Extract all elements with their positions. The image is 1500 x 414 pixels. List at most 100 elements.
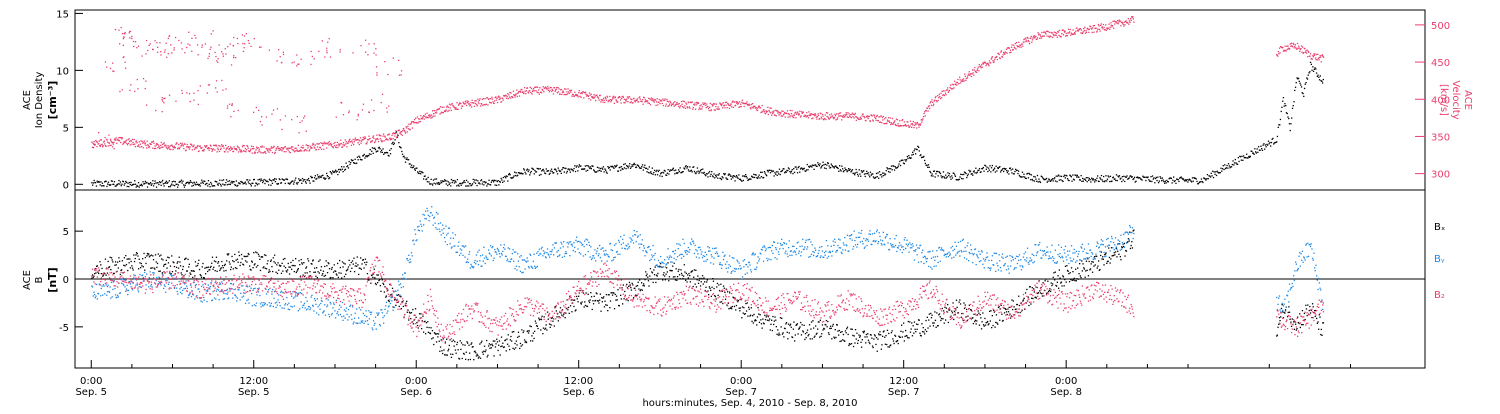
density-point-0 [565, 168, 566, 169]
density-point-0 [434, 179, 435, 180]
field-point-0 [769, 318, 770, 319]
velocity-point-0 [241, 151, 242, 152]
velocity-point-0 [727, 107, 728, 108]
field-point-0 [389, 301, 390, 302]
velocity-point-0 [135, 146, 136, 147]
velocity-point-0 [483, 98, 484, 99]
density-point-0 [1268, 141, 1269, 142]
density-point-0 [440, 182, 441, 183]
field-point-0 [255, 251, 256, 252]
field-point-0 [349, 264, 350, 265]
velocity-point-0 [1282, 47, 1283, 48]
velocity-point-0 [912, 124, 913, 125]
density-point-0 [824, 167, 825, 168]
field-point-0 [337, 263, 338, 264]
density-point-0 [841, 166, 842, 167]
density-point-0 [1228, 163, 1229, 164]
velocity-point-0 [953, 87, 954, 88]
velocity-point-0 [714, 103, 715, 104]
field-point-0 [654, 274, 655, 275]
field-point-0 [121, 269, 122, 270]
velocity-point-0 [591, 94, 592, 95]
field-point-0 [634, 288, 635, 289]
velocity-point-0 [884, 118, 885, 119]
field-point-0 [428, 332, 429, 333]
field-point-0 [202, 263, 203, 264]
velocity-point-0 [140, 144, 141, 145]
field-point-0 [531, 335, 532, 336]
velocity-point-0 [790, 115, 791, 116]
density-point-0 [432, 184, 433, 185]
density-point-0 [1099, 177, 1100, 178]
velocity-point-0 [966, 78, 967, 79]
density-point-0 [1038, 181, 1039, 182]
field-point-0 [189, 264, 190, 265]
density-point-0 [93, 182, 94, 183]
velocity-point-0 [110, 145, 111, 146]
density-point-0 [564, 171, 565, 172]
velocity-scatter-point [398, 60, 399, 61]
density-point-0 [543, 169, 544, 170]
field-point-0 [534, 331, 535, 332]
field-point-0 [514, 343, 515, 344]
velocity-point-0 [872, 115, 873, 116]
velocity-point-0 [1022, 43, 1023, 44]
velocity-scatter-point [191, 51, 192, 52]
field-point-0 [548, 319, 549, 320]
field-point-0 [242, 258, 243, 259]
velocity-point-0 [894, 121, 895, 122]
velocity-point-0 [104, 143, 105, 144]
field-point-0 [772, 330, 773, 331]
density-point-0 [1284, 103, 1285, 104]
velocity-point-0 [1037, 37, 1038, 38]
velocity-point-0 [824, 118, 825, 119]
density-point-0 [986, 167, 987, 168]
density-point-0 [1294, 90, 1295, 91]
density-point-0 [1262, 150, 1263, 151]
velocity-point-0 [1010, 52, 1011, 53]
field-point-0 [804, 325, 805, 326]
field-point-0 [729, 292, 730, 293]
density-point-0 [371, 151, 372, 152]
velocity-point-0 [1029, 43, 1030, 44]
density-point-0 [121, 184, 122, 185]
velocity-point-0 [967, 75, 968, 76]
velocity-point-0 [1113, 28, 1114, 29]
velocity-scatter-point [108, 135, 109, 136]
field-point-0 [100, 264, 101, 265]
field-point-0 [332, 267, 333, 268]
velocity-scatter-point [336, 117, 337, 118]
field-point-0 [676, 268, 677, 269]
velocity-scatter-point [259, 47, 260, 48]
field-point-0 [821, 333, 822, 334]
field-point-0 [697, 279, 698, 280]
field-point-0 [421, 328, 422, 329]
field-point-0 [871, 334, 872, 335]
density-point-0 [151, 183, 152, 184]
field-point-0 [647, 277, 648, 278]
field-point-0 [593, 303, 594, 304]
field-point-0 [313, 259, 314, 260]
density-point-0 [534, 173, 535, 174]
velocity-scatter-point [340, 49, 341, 50]
field-point-0 [576, 296, 577, 297]
field-point-0 [248, 254, 249, 255]
velocity-point-0 [840, 112, 841, 113]
field-point-0 [866, 336, 867, 337]
field-point-0 [283, 259, 284, 260]
density-point-0 [919, 150, 920, 151]
velocity-point-0 [992, 56, 993, 57]
field-point-0 [750, 315, 751, 316]
velocity-point-0 [907, 121, 908, 122]
density-point-0 [142, 185, 143, 186]
field-point-0 [682, 278, 683, 279]
velocity-scatter-point [190, 101, 191, 102]
density-point-0 [1133, 178, 1134, 179]
density-point-0 [586, 165, 587, 166]
velocity-scatter-point [277, 108, 278, 109]
density-point-0 [540, 168, 541, 169]
velocity-point-0 [1015, 48, 1016, 49]
velocity-scatter-point [226, 88, 227, 89]
velocity-point-0 [360, 137, 361, 138]
density-point-0 [811, 166, 812, 167]
